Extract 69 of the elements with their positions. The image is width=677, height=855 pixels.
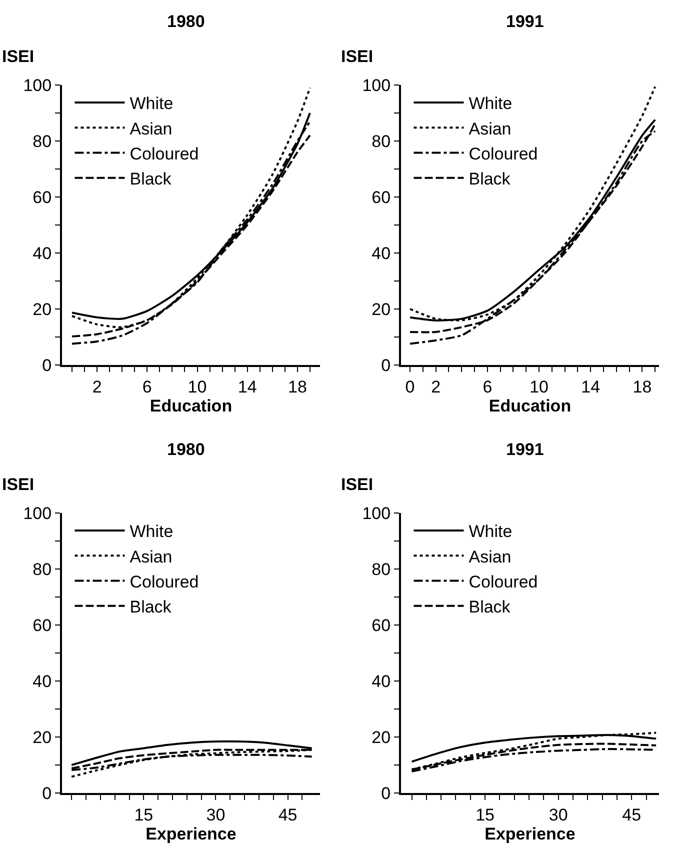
chart-title: 1980	[166, 440, 205, 459]
legend-label: Coloured	[468, 572, 538, 592]
y-tick-label: 100	[23, 76, 52, 95]
y-axis-title: ISEI	[2, 47, 34, 66]
y-tick-label: 80	[372, 132, 391, 151]
chart-title: 1991	[506, 440, 544, 459]
x-axis-title: Education	[150, 396, 232, 416]
y-tick-label: 20	[32, 300, 52, 319]
x-tick-label: 14	[238, 377, 257, 396]
x-axis-title: Experience	[484, 824, 576, 844]
legend-label: Black	[130, 169, 172, 188]
x-tick-label: 30	[548, 805, 568, 824]
x-tick-label: 6	[142, 377, 152, 396]
legend-label: Asian	[130, 119, 172, 138]
x-tick-label: 18	[288, 377, 307, 396]
y-axis-title: ISEI	[341, 47, 374, 66]
y-tick-label: 40	[32, 672, 52, 691]
y-tick-label: 0	[381, 356, 391, 375]
x-axis-title: Education	[488, 396, 572, 416]
y-tick-label: 80	[32, 132, 52, 151]
x-tick-label: 10	[530, 377, 548, 396]
y-tick-label: 40	[372, 672, 391, 691]
legend-label: Black	[468, 597, 511, 616]
y-axis-title: ISEI	[341, 475, 374, 494]
legend-label: White	[130, 94, 174, 114]
y-tick-label: 100	[362, 504, 391, 523]
x-tick-label: 15	[476, 805, 495, 824]
y-tick-label: 40	[32, 244, 52, 263]
legend-label: Coloured	[130, 144, 199, 164]
x-tick-label: 15	[134, 805, 154, 824]
y-tick-label: 0	[42, 356, 52, 375]
y-tick-label: 60	[32, 616, 52, 635]
y-tick-label: 60	[372, 188, 391, 207]
legend-label: Asian	[130, 547, 172, 566]
legend-label: Asian	[468, 119, 512, 138]
x-tick-label: 2	[431, 377, 441, 396]
y-tick-label: 80	[32, 560, 52, 579]
y-tick-label: 100	[23, 504, 52, 523]
x-axis-title: Experience	[146, 824, 236, 844]
x-tick-label: 18	[632, 377, 652, 396]
legend-label: White	[468, 522, 512, 542]
y-tick-label: 60	[32, 188, 52, 207]
chart-title: 1991	[506, 12, 544, 31]
x-tick-label: 6	[482, 377, 492, 396]
legend-label: Asian	[468, 547, 512, 566]
legend-label: Coloured	[130, 572, 199, 592]
x-tick-label: 0	[405, 377, 415, 396]
chart-title: 1980	[166, 12, 205, 31]
y-axis-title: ISEI	[2, 475, 34, 494]
legend-label: White	[130, 522, 174, 542]
legend-label: Black	[468, 169, 511, 188]
y-tick-label: 40	[372, 244, 391, 263]
y-tick-label: 20	[372, 300, 391, 319]
x-tick-label: 30	[206, 805, 226, 824]
legend-label: Coloured	[468, 144, 538, 164]
x-tick-label: 45	[622, 805, 642, 824]
x-tick-label: 45	[278, 805, 298, 824]
legend-label: White	[468, 94, 512, 114]
y-tick-label: 20	[372, 728, 391, 747]
y-tick-label: 20	[32, 728, 52, 747]
legend-label: Black	[130, 597, 172, 616]
y-tick-label: 80	[372, 560, 391, 579]
y-tick-label: 0	[381, 784, 391, 803]
y-tick-label: 0	[42, 784, 52, 803]
x-tick-label: 10	[188, 377, 207, 396]
x-tick-label: 2	[92, 377, 102, 396]
y-tick-label: 100	[362, 76, 391, 95]
y-tick-label: 60	[372, 616, 391, 635]
x-tick-label: 14	[581, 377, 600, 396]
